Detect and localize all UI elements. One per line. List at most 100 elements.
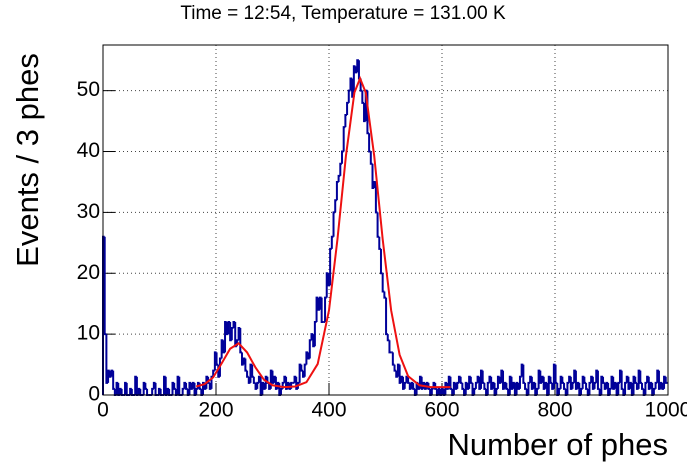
histogram-bin [125, 382, 129, 396]
histogram-bin [515, 381, 519, 395]
histogram-bin [118, 387, 122, 395]
histogram-bin [129, 387, 132, 395]
histogram-bin [383, 291, 387, 299]
histogram-bin [496, 375, 500, 389]
histogram-bin [107, 369, 110, 383]
histogram-bin [486, 381, 490, 395]
histogram-bin [617, 381, 620, 395]
histogram-bin [476, 375, 480, 383]
histogram-bin [332, 211, 336, 237]
histogram-bin [532, 381, 536, 389]
histogram-bin [527, 381, 531, 395]
histogram-bin [374, 181, 378, 214]
histogram-bin [361, 90, 365, 104]
histogram-bin [320, 297, 324, 323]
histogram-bin [379, 248, 383, 275]
histogram-bin [142, 381, 146, 395]
histogram-bin [273, 375, 276, 383]
histogram-bin [625, 375, 629, 383]
histogram-bin [347, 89, 351, 103]
histogram-bin [434, 382, 437, 390]
histogram-bin [541, 375, 544, 383]
histogram-bin [610, 375, 614, 389]
histogram-bin [441, 387, 444, 395]
histogram-bin [168, 388, 171, 396]
histogram-bin [488, 375, 492, 383]
x-tick-label: 400 [311, 399, 346, 422]
histogram-bin [595, 369, 598, 383]
histogram-bin [430, 387, 434, 395]
histogram-bin [151, 387, 154, 395]
histogram-bin [549, 376, 553, 384]
histogram-bin [144, 382, 148, 390]
histogram-bin [664, 376, 668, 384]
histogram-bin [547, 375, 551, 395]
histogram-bin [159, 388, 163, 396]
histogram-bin [508, 375, 512, 395]
histogram-bin [474, 381, 478, 389]
histogram-bin [618, 369, 622, 383]
histogram-bin [634, 376, 637, 384]
histogram-bin [283, 375, 287, 383]
histogram-bin [566, 381, 570, 395]
histogram-bin [342, 126, 346, 152]
histogram-bin [191, 381, 195, 389]
histogram-bin [522, 364, 526, 384]
histogram-bin [559, 375, 563, 389]
histogram-bin [154, 382, 158, 396]
histogram-bin [590, 375, 593, 383]
histogram-bin [249, 363, 253, 383]
x-tick-label: 1000 [645, 399, 687, 422]
histogram-bin [620, 370, 624, 390]
histogram-bin [176, 375, 180, 395]
histogram-bin [152, 381, 156, 389]
histogram-bin [552, 363, 556, 389]
histogram-bin [207, 376, 210, 384]
histogram-bin [456, 381, 459, 389]
y-tick-label: 10 [77, 322, 100, 345]
histogram-bin [163, 375, 166, 395]
histogram-bin [386, 334, 390, 342]
histogram-bin [340, 150, 344, 164]
histogram-bin [279, 387, 283, 395]
histogram-bin [363, 102, 366, 123]
histogram-bin [608, 387, 612, 395]
histogram-bin [215, 352, 219, 366]
histogram-bin [464, 381, 468, 395]
histogram-bin [124, 381, 127, 395]
fit-curve [195, 75, 451, 389]
histogram-bin [481, 370, 485, 384]
histogram-bin [613, 381, 617, 389]
histogram-bin [220, 339, 224, 359]
histogram-bin [337, 174, 341, 182]
histogram-bin [252, 376, 256, 384]
histogram-bin [110, 369, 114, 377]
histogram-bin [573, 369, 576, 383]
histogram-bin [663, 375, 666, 389]
histogram-bin [524, 382, 527, 390]
histogram-bin [624, 381, 627, 395]
histogram-bin [293, 375, 297, 383]
histogram-bin [637, 369, 641, 389]
x-tick-label: 800 [537, 399, 572, 422]
histogram-bin [646, 375, 649, 383]
histogram-bin [313, 320, 317, 347]
histogram-bin [202, 381, 205, 395]
histogram-bin [581, 375, 585, 389]
histogram-bin [166, 387, 170, 395]
histogram-bin [479, 369, 483, 389]
histogram-bin [324, 296, 327, 322]
histogram-bin [437, 387, 441, 395]
histogram-bin [449, 376, 453, 390]
histogram-bin [457, 375, 461, 383]
histogram-bin [468, 375, 471, 389]
histogram-bin [535, 387, 539, 395]
histogram-bin [444, 381, 448, 395]
histogram-bin [576, 381, 580, 389]
histogram-bin [173, 382, 176, 390]
histogram-bin [503, 381, 507, 389]
histogram-bin [654, 381, 658, 389]
histogram-bin [505, 382, 509, 390]
histogram-bin [403, 381, 407, 389]
histogram-bin [139, 388, 142, 396]
